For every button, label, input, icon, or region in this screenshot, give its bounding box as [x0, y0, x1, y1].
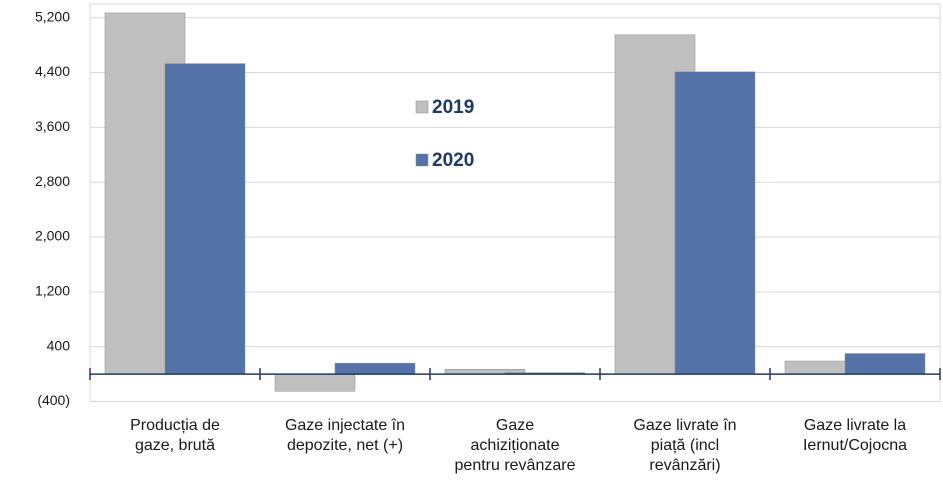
y-tick-label: (400)	[37, 392, 70, 408]
x-tick-label: Gaze achiziționate pentru revânzare	[455, 417, 576, 474]
x-tick-label: Gaze injectate în depozite, net (+)	[285, 417, 405, 454]
y-tick-label: 2,800	[35, 173, 70, 189]
y-tick-label: 3,600	[35, 118, 70, 134]
x-tick-label-line: achiziționate	[471, 437, 560, 454]
bar	[674, 71, 756, 375]
x-tick-label: Gaze livrate la Iernut/Cojocna	[803, 417, 907, 454]
y-tick-label: 400	[47, 337, 71, 353]
bar	[164, 63, 246, 375]
y-tick-label: 2,000	[35, 228, 70, 244]
legend-swatch	[415, 153, 429, 167]
x-tick-label-line: gaze, brută	[135, 437, 215, 454]
x-tick-label-line: depozite, net (+)	[287, 437, 403, 454]
x-tick-label-line: pentru revânzare	[455, 457, 576, 474]
x-tick-label-line: Gaze livrate în	[633, 417, 736, 434]
x-tick-label-line: Gaze livrate la	[804, 417, 906, 434]
legend-swatch	[415, 100, 429, 114]
legend-label: 2019	[432, 97, 474, 118]
y-tick-label: 1,200	[35, 283, 70, 299]
bar	[844, 353, 926, 375]
y-tick-label: 5,200	[35, 8, 70, 24]
x-tick-label-line: Gaze	[496, 417, 534, 434]
x-tick-label-line: Producția de	[130, 417, 220, 434]
x-tick-label-line: Iernut/Cojocna	[803, 437, 907, 454]
bar	[274, 373, 356, 392]
y-tick-label: 4,400	[35, 63, 70, 79]
legend-label: 2020	[432, 150, 474, 171]
x-tick-label: Producția de gaze, brută	[130, 417, 220, 454]
bar	[334, 362, 416, 375]
x-tick-label: Gaze livrate în piață (incl revânzări)	[633, 417, 736, 474]
x-tick-label-line: Gaze injectate în	[285, 417, 405, 434]
x-tick-label-line: revânzări)	[649, 457, 720, 474]
x-tick-label-line: piață (incl	[651, 437, 719, 454]
